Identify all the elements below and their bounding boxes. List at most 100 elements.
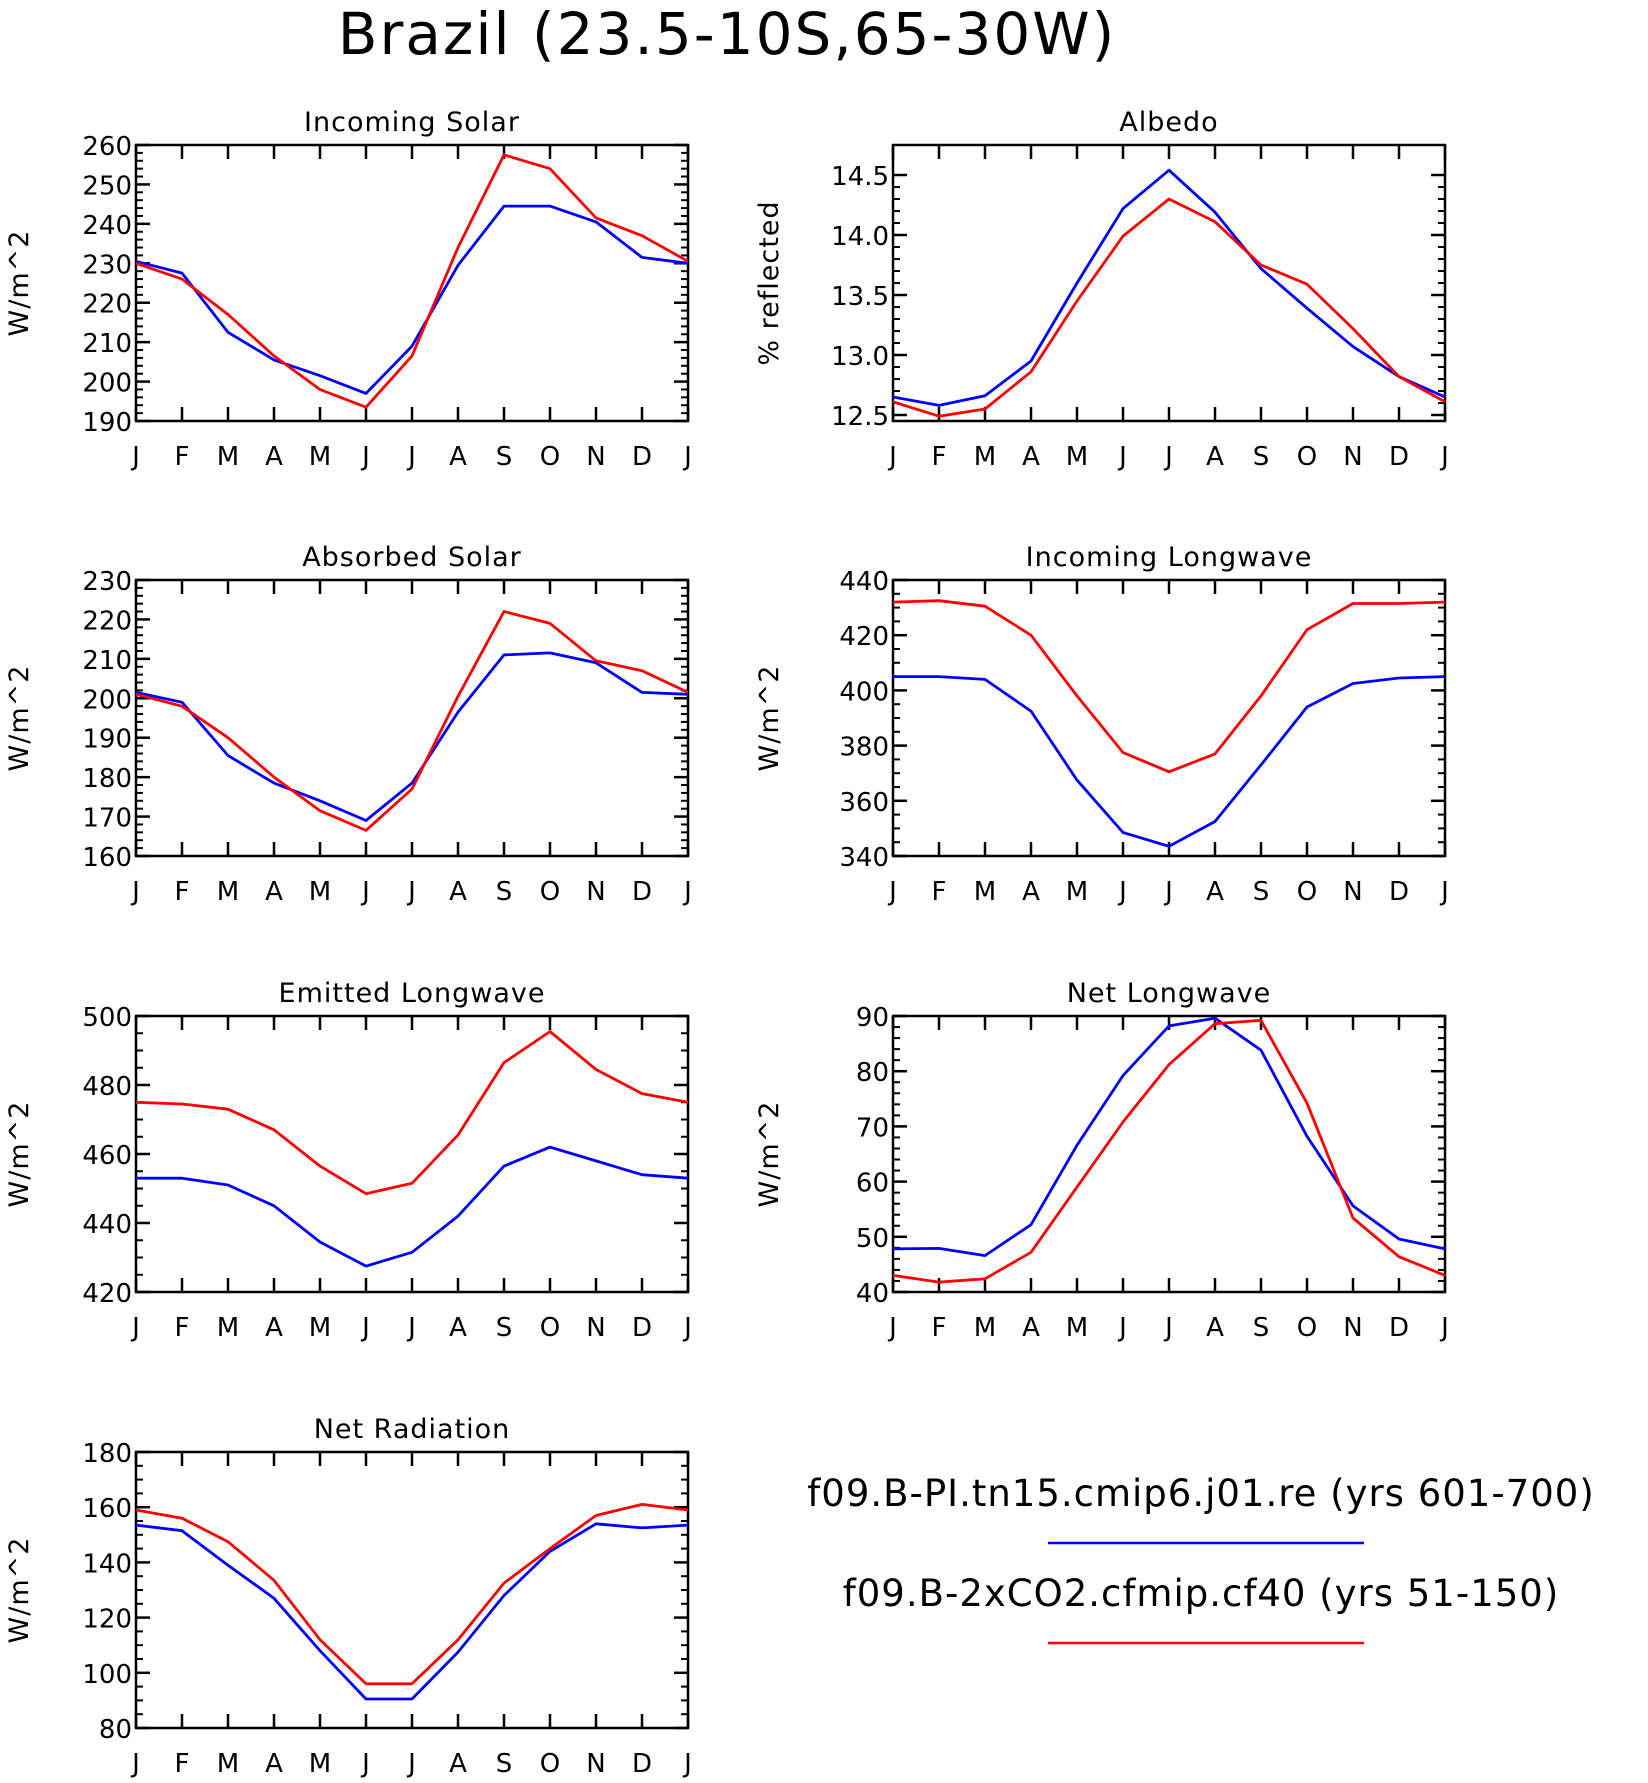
x-tick-label: A — [265, 442, 283, 472]
y-tick-label: 400 — [839, 677, 889, 707]
y-tick-label: 210 — [82, 329, 132, 359]
y-tick-label: 230 — [82, 250, 132, 280]
y-tick-label: 220 — [82, 606, 132, 636]
plot-frame — [134, 578, 690, 858]
x-tick-label: D — [632, 1749, 652, 1779]
x-tick-label: M — [309, 1313, 331, 1343]
x-tick-label: N — [586, 1749, 605, 1779]
y-tick-label: 120 — [82, 1605, 132, 1635]
y-tick-label: 360 — [839, 788, 889, 818]
y-tick-label: 200 — [82, 685, 132, 715]
series-line-blue — [135, 1522, 689, 1701]
x-tick-label: J — [1117, 1313, 1127, 1343]
x-tick-label: S — [496, 877, 513, 907]
x-tick-label: J — [360, 1313, 370, 1343]
y-tick-label: 500 — [82, 1003, 132, 1033]
y-axis-label: W/m^2 — [754, 665, 785, 772]
series-line-blue — [135, 204, 689, 395]
x-tick-label: A — [1022, 1313, 1040, 1343]
x-tick-label: J — [1439, 1313, 1449, 1343]
y-tick-label: 80 — [856, 1058, 889, 1088]
plot-frame — [134, 143, 690, 423]
y-axis-label: W/m^2 — [754, 1101, 785, 1208]
series-line-blue — [892, 168, 1446, 407]
y-tick-label: 160 — [82, 843, 132, 873]
panel-title: Net Longwave — [1067, 978, 1272, 1009]
x-tick-label: J — [682, 442, 692, 472]
y-tick-label: 420 — [82, 1279, 132, 1309]
x-tick-label: D — [632, 877, 652, 907]
x-tick-label: A — [1206, 442, 1224, 472]
x-tick-label: M — [309, 877, 331, 907]
plot-frame — [891, 578, 1447, 858]
x-tick-label: J — [406, 1749, 416, 1779]
y-axis-label: W/m^2 — [4, 665, 35, 772]
y-tick-label: 60 — [856, 1169, 889, 1199]
series-line-red — [135, 1030, 689, 1196]
x-tick-label: J — [360, 1749, 370, 1779]
x-tick-label: J — [130, 1749, 140, 1779]
x-tick-label: F — [932, 442, 947, 472]
x-tick-label: J — [130, 442, 140, 472]
y-axis-label: W/m^2 — [4, 1101, 35, 1208]
series-line-blue — [136, 1145, 689, 1268]
x-tick-label: O — [1297, 877, 1317, 907]
x-tick-label: M — [309, 442, 331, 472]
panel-title: Emitted Longwave — [279, 978, 546, 1009]
x-tick-label: M — [217, 442, 239, 472]
x-tick-label: A — [1206, 1313, 1224, 1343]
series-line-red — [135, 153, 689, 409]
x-tick-label: J — [1163, 877, 1173, 907]
x-tick-label: D — [1389, 442, 1409, 472]
x-tick-label: J — [887, 877, 897, 907]
panel-title: Absorbed Solar — [302, 542, 522, 573]
y-tick-label: 210 — [82, 646, 132, 676]
y-tick-label: 170 — [82, 804, 132, 834]
x-tick-label: J — [406, 1313, 416, 1343]
x-tick-label: A — [1206, 877, 1224, 907]
y-tick-label: 440 — [82, 1210, 132, 1240]
x-tick-label: M — [974, 1313, 996, 1343]
y-tick-label: 190 — [82, 408, 132, 438]
series-line-red — [892, 599, 1446, 774]
y-tick-label: 80 — [99, 1715, 132, 1745]
x-tick-label: A — [1022, 877, 1040, 907]
x-tick-label: S — [1253, 877, 1270, 907]
x-tick-label: O — [540, 1313, 560, 1343]
x-tick-label: D — [1389, 877, 1409, 907]
x-tick-label: A — [449, 877, 467, 907]
panel-title: Incoming Solar — [304, 107, 520, 138]
series-line-red — [135, 610, 689, 832]
y-tick-label: 50 — [856, 1224, 889, 1254]
y-tick-label: 14.5 — [831, 162, 889, 192]
y-tick-label: 12.5 — [831, 402, 889, 432]
legend-label-red: f09.B-2xCO2.cfmip.cf40 (yrs 51-150) — [843, 1572, 1560, 1615]
x-tick-label: F — [175, 1313, 190, 1343]
x-tick-label: N — [1343, 877, 1362, 907]
plot-frame — [134, 1450, 690, 1730]
legend: f09.B-PI.tn15.cmip6.j01.re (yrs 601-700)… — [807, 1472, 1594, 1645]
x-tick-label: A — [449, 1313, 467, 1343]
series-line-red — [892, 1019, 1446, 1284]
x-tick-label: J — [1439, 442, 1449, 472]
x-tick-label: A — [265, 1313, 283, 1343]
x-tick-label: N — [1343, 442, 1362, 472]
y-tick-label: 240 — [82, 211, 132, 241]
x-tick-label: J — [360, 442, 370, 472]
x-tick-label: A — [449, 1749, 467, 1779]
y-tick-label: 40 — [856, 1279, 889, 1309]
x-tick-label: J — [1163, 442, 1173, 472]
x-tick-label: F — [175, 1749, 190, 1779]
x-tick-label: J — [406, 877, 416, 907]
y-tick-label: 200 — [82, 369, 132, 399]
x-tick-label: A — [265, 1749, 283, 1779]
x-tick-label: O — [1297, 442, 1317, 472]
x-tick-label: M — [974, 442, 996, 472]
panel-title: Incoming Longwave — [1026, 542, 1313, 573]
y-tick-label: 190 — [82, 725, 132, 755]
